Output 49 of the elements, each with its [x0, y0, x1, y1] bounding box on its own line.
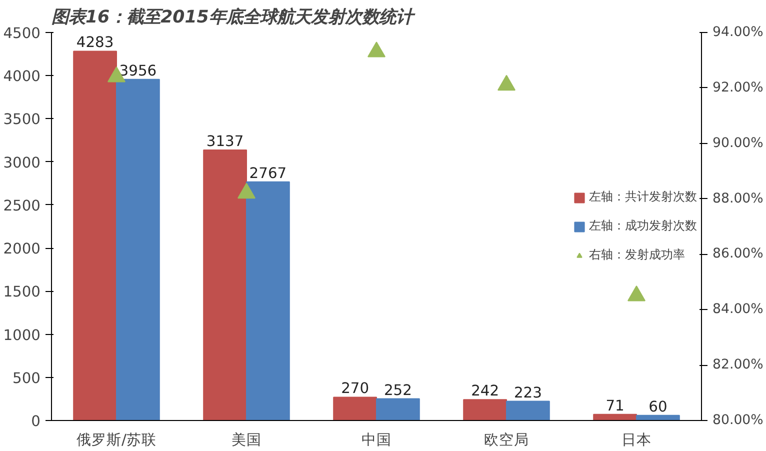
y2-tick-label: 86.00% [712, 246, 764, 262]
y2-tick-label: 84.00% [712, 302, 764, 318]
chart-title: 图表16：截至2015年底全球航天发射次数统计 [52, 6, 416, 28]
bar [116, 78, 160, 420]
data-label: 3956 [119, 62, 157, 80]
y2-tick-label: 90.00% [712, 136, 764, 151]
data-label: 71 [606, 397, 624, 414]
y-tick-label: 3000 [3, 154, 41, 172]
data-label: 3137 [206, 133, 244, 150]
bar [246, 181, 290, 420]
bar [333, 396, 377, 420]
y2-tick-label: 80.00% [712, 413, 764, 428]
x-tick-label: 俄罗斯/苏联 [76, 432, 156, 448]
bar [463, 399, 507, 420]
data-label: 223 [514, 384, 542, 402]
x-tick-label: 欧空局 [484, 432, 529, 448]
point [238, 182, 256, 199]
legend-label: 右轴：发射成功率 [589, 246, 685, 264]
y2-tick-label: 88.00% [712, 191, 764, 206]
point [498, 74, 516, 91]
data-label: 60 [648, 398, 668, 416]
y-tick-label: 2500 [3, 197, 41, 214]
bar [73, 50, 117, 420]
x-tick-label: 美国 [232, 432, 262, 448]
point [368, 42, 386, 58]
y-tick-label: 0 [31, 413, 41, 430]
y2-tick-label: 92.00% [712, 80, 764, 96]
y-tick-label: 500 [12, 370, 41, 387]
y2-tick-label: 94.00% [712, 25, 764, 40]
point [628, 285, 646, 302]
y-tick-label: 1500 [3, 284, 41, 301]
bar [203, 150, 247, 420]
bar [376, 398, 420, 420]
y-tick-label: 1000 [3, 326, 41, 344]
legend-label: 左轴：成功发射次数 [589, 218, 697, 234]
data-label: 252 [384, 382, 412, 399]
legend-label: 左轴：共计发射次数 [589, 188, 697, 206]
data-label: 4283 [76, 34, 114, 52]
data-label: 270 [341, 380, 370, 398]
y-tick-label: 4000 [3, 68, 41, 86]
y2-tick-label: 82.00% [712, 358, 764, 373]
x-tick-label: 日本 [622, 432, 652, 448]
y-tick-label: 3500 [3, 111, 41, 128]
y-tick-label: 4500 [3, 25, 41, 42]
data-label: 242 [471, 382, 500, 400]
x-tick-label: 中国 [362, 432, 392, 448]
bar [506, 400, 550, 420]
y-tick-label: 2000 [3, 240, 41, 258]
data-label: 2767 [249, 164, 287, 182]
